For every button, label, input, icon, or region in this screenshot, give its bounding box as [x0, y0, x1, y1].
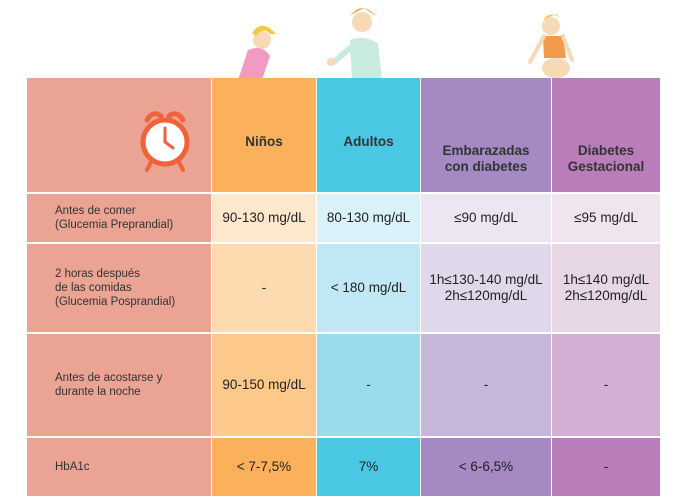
table-cell: ≤95 mg/dL [552, 194, 660, 242]
table-cell: < 6-6,5% [421, 438, 551, 496]
table-cell: - [317, 334, 420, 436]
row-label-column-header [27, 78, 211, 192]
column-header-gestacional: Diabetes Gestacional [552, 78, 660, 192]
alarm-clock-icon [140, 111, 190, 172]
table-cell: - [212, 244, 316, 332]
row-label-preprandial: Antes de comer (Glucemia Preprandial) [27, 194, 211, 242]
row-label-hba1c: HbA1c [27, 438, 211, 496]
table-cell: < 7-7,5% [212, 438, 316, 496]
table-cell: 90-130 mg/dL [212, 194, 316, 242]
table-cell: - [552, 334, 660, 436]
column-header-embarazadas: Embarazadas con diabetes [421, 78, 551, 192]
adult-man-icon [327, 8, 382, 80]
column-header-ninos: Niños [212, 78, 316, 192]
pregnant-woman-icon [528, 14, 574, 78]
table-cell: < 180 mg/dL [317, 244, 420, 332]
table-cell: 80-130 mg/dL [317, 194, 420, 242]
table-cell: 1h≤130-140 mg/dL 2h≤120mg/dL [421, 244, 551, 332]
table-cell: 1h≤140 mg/dL 2h≤120mg/dL [552, 244, 660, 332]
table-cell: 7% [317, 438, 420, 496]
table-cell: - [421, 334, 551, 436]
column-header-adultos: Adultos [317, 78, 420, 192]
row-label-noche: Antes de acostarse y durante la noche [27, 334, 211, 436]
table-cell: - [552, 438, 660, 496]
table-cell: 90-150 mg/dL [212, 334, 316, 436]
table-cell: ≤90 mg/dL [421, 194, 551, 242]
row-label-posprandial: 2 horas después de las comidas (Glucemia… [27, 244, 211, 332]
header-illustrations [238, 8, 574, 80]
child-with-ball-icon [238, 25, 276, 80]
